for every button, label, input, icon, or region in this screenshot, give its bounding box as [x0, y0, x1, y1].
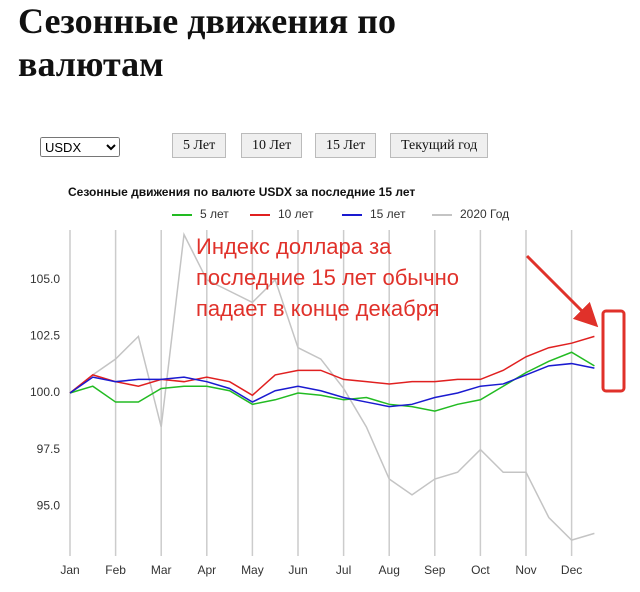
legend-label: 15 лет	[370, 207, 406, 221]
x-tick-label: Jul	[336, 563, 351, 577]
series-line	[69, 351, 595, 412]
period-button[interactable]: Текущий год	[390, 133, 489, 158]
x-tick-label: Feb	[105, 563, 126, 577]
x-tick-label: Oct	[471, 563, 490, 577]
period-button[interactable]: 10 Лет	[241, 133, 303, 158]
annotation-arrow	[525, 254, 599, 328]
x-tick-label: Dec	[561, 563, 582, 577]
y-tick-label: 100.0	[30, 385, 60, 399]
currency-select[interactable]: USDX	[40, 137, 120, 157]
period-button[interactable]: 5 Лет	[172, 133, 227, 158]
series-line	[69, 335, 595, 397]
x-tick-label: Mar	[151, 563, 172, 577]
x-tick-label: May	[241, 563, 264, 577]
y-tick-label: 95.0	[37, 498, 61, 512]
highlight-box	[601, 309, 626, 393]
y-tick-label: 102.5	[30, 329, 60, 343]
annotation-text: последние 15 лет обычно	[196, 265, 459, 290]
period-button[interactable]: 15 Лет	[315, 133, 377, 158]
chart-title: Сезонные движения по валюте USDX за посл…	[68, 185, 415, 199]
annotation-text: падает в конце декабря	[196, 296, 440, 321]
legend-label: 10 лет	[278, 207, 314, 221]
x-tick-label: Nov	[515, 563, 536, 577]
y-tick-label: 97.5	[37, 442, 61, 456]
series-line	[69, 362, 595, 408]
x-tick-label: Jun	[288, 563, 307, 577]
legend-label: 2020 Год	[460, 207, 509, 221]
x-tick-label: Sep	[424, 563, 446, 577]
y-tick-label: 105.0	[30, 272, 60, 286]
x-tick-label: Aug	[379, 563, 400, 577]
series-line	[69, 231, 595, 541]
x-tick-label: Jan	[60, 563, 79, 577]
x-tick-label: Apr	[197, 563, 216, 577]
page-title: Сезонные движения по валютам	[18, 1, 396, 84]
legend-label: 5 лет	[200, 207, 229, 221]
annotation-text: Индекс доллара за	[196, 234, 392, 259]
